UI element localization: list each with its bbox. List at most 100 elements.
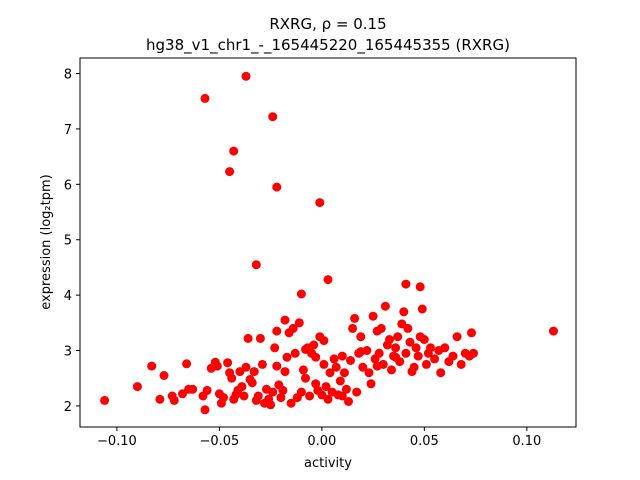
data-point xyxy=(202,385,212,395)
data-point xyxy=(280,367,290,377)
data-point xyxy=(323,275,333,285)
data-point xyxy=(241,71,251,81)
points-layer xyxy=(100,71,558,415)
data-point xyxy=(436,368,446,378)
x-tick-label: 0.10 xyxy=(512,434,541,449)
data-point xyxy=(329,354,339,364)
data-point xyxy=(430,354,440,364)
data-point xyxy=(337,351,347,361)
data-point xyxy=(296,387,306,397)
data-point xyxy=(337,391,347,401)
data-point xyxy=(155,394,165,404)
data-point xyxy=(323,394,333,404)
data-point xyxy=(305,391,315,401)
data-point xyxy=(301,344,310,354)
data-point xyxy=(426,343,435,353)
plot-frame xyxy=(79,57,577,428)
data-point xyxy=(200,93,210,103)
data-point xyxy=(296,289,306,299)
y-tick-label: 8 xyxy=(64,68,72,83)
data-point xyxy=(301,373,310,383)
data-point xyxy=(368,311,378,321)
data-point xyxy=(268,387,278,397)
x-axis-label: activity xyxy=(304,456,352,471)
data-point xyxy=(311,352,321,362)
data-point xyxy=(331,362,341,372)
data-point xyxy=(309,340,319,350)
y-tick-label: 6 xyxy=(64,178,72,193)
data-point xyxy=(223,358,233,368)
data-point xyxy=(290,348,300,358)
data-point xyxy=(356,332,366,342)
data-point xyxy=(417,304,427,314)
data-point xyxy=(393,332,403,342)
data-point xyxy=(319,359,329,369)
data-point xyxy=(286,398,296,408)
data-point xyxy=(419,335,429,344)
data-point xyxy=(282,352,292,362)
data-point xyxy=(237,382,247,392)
data-point xyxy=(278,385,288,395)
data-point xyxy=(440,343,450,353)
data-point xyxy=(159,371,169,380)
data-point xyxy=(467,328,476,338)
data-point xyxy=(272,182,282,192)
data-point xyxy=(270,343,280,353)
data-point xyxy=(239,391,249,401)
data-point xyxy=(456,359,466,369)
data-point xyxy=(251,260,261,270)
data-point xyxy=(403,323,413,333)
y-tick-label: 5 xyxy=(64,234,72,249)
data-point xyxy=(366,379,376,389)
y-axis-label: expression (log₂tpm) xyxy=(39,174,54,309)
data-point xyxy=(335,376,345,386)
data-point xyxy=(391,352,401,362)
data-point xyxy=(376,323,386,333)
data-point xyxy=(372,361,382,371)
data-point xyxy=(229,146,239,156)
data-point xyxy=(311,379,321,389)
data-point xyxy=(350,313,360,323)
data-point xyxy=(243,333,253,343)
data-point xyxy=(346,356,355,365)
data-point xyxy=(241,362,251,372)
data-point xyxy=(132,382,142,392)
data-point xyxy=(249,367,259,377)
data-point xyxy=(268,112,278,122)
data-point xyxy=(356,347,366,357)
y-tick-label: 7 xyxy=(64,123,72,138)
x-tick-label: 0.05 xyxy=(410,434,439,449)
data-point xyxy=(321,382,331,392)
data-point xyxy=(147,361,157,371)
x-tick-label: −0.10 xyxy=(97,434,137,449)
data-point xyxy=(200,405,210,415)
data-point xyxy=(276,393,286,403)
data-point xyxy=(212,361,222,371)
data-point xyxy=(409,362,419,372)
data-point xyxy=(272,361,282,371)
x-tick-label: 0.00 xyxy=(307,434,336,449)
data-point xyxy=(401,279,411,289)
data-point xyxy=(385,335,394,344)
data-point xyxy=(227,373,237,383)
data-point xyxy=(245,374,255,384)
data-point xyxy=(188,384,198,394)
data-point xyxy=(288,323,298,333)
data-point xyxy=(413,351,423,361)
data-point xyxy=(272,326,282,336)
data-point xyxy=(225,167,235,177)
data-point xyxy=(469,348,478,358)
data-point xyxy=(266,400,276,410)
data-point xyxy=(411,343,421,353)
data-point xyxy=(319,336,329,346)
data-point xyxy=(100,395,110,405)
data-point xyxy=(169,395,179,405)
chart-title-line2: hg38_v1_chr1_-_165445220_165445355 (RXRG… xyxy=(146,36,510,55)
data-point xyxy=(352,387,362,397)
data-point xyxy=(387,365,396,375)
data-point xyxy=(358,362,368,372)
data-point xyxy=(182,359,192,369)
y-tick-label: 4 xyxy=(64,289,72,304)
